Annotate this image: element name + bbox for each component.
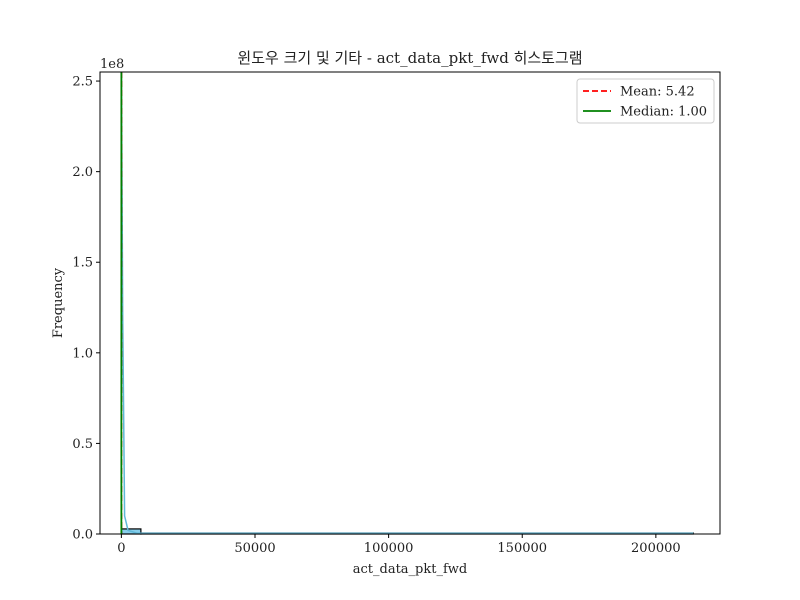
y-tick-label: 1.5	[72, 256, 93, 271]
x-axis-label: act_data_pkt_fwd	[353, 562, 468, 577]
legend-box	[576, 78, 715, 124]
y-axis-label: Frequency	[51, 267, 66, 338]
plot-frame	[99, 71, 721, 535]
y-tick-label: 1.0	[72, 346, 93, 361]
x-tick-label: 150000	[497, 541, 547, 556]
legend-label: Median: 1.00	[620, 105, 707, 120]
x-tick-label: 50000	[234, 541, 275, 556]
chart-title: 윈도우 크기 및 기타 - act_data_pkt_fwd 히스토그램	[237, 49, 582, 67]
x-tick-label: 100000	[364, 541, 414, 556]
kde-curve	[120, 71, 694, 535]
y-tick-label: 0.0	[72, 528, 93, 543]
legend-label: Mean: 5.42	[620, 85, 695, 100]
y-tick-label: 0.5	[72, 437, 93, 452]
y-tick-label: 2.5	[72, 75, 93, 90]
x-tick-label: 0	[117, 541, 125, 556]
x-axis: 0 50000 100000 150000 200000	[117, 534, 681, 556]
legend: Mean: 5.42 Median: 1.00	[576, 78, 715, 124]
y-axis: 0.0 0.5 1.0 1.5 2.0 2.5	[72, 75, 100, 543]
y-tick-label: 2.0	[72, 165, 93, 180]
x-tick-label: 200000	[631, 541, 681, 556]
y-offset-label: 1e8	[100, 57, 124, 72]
